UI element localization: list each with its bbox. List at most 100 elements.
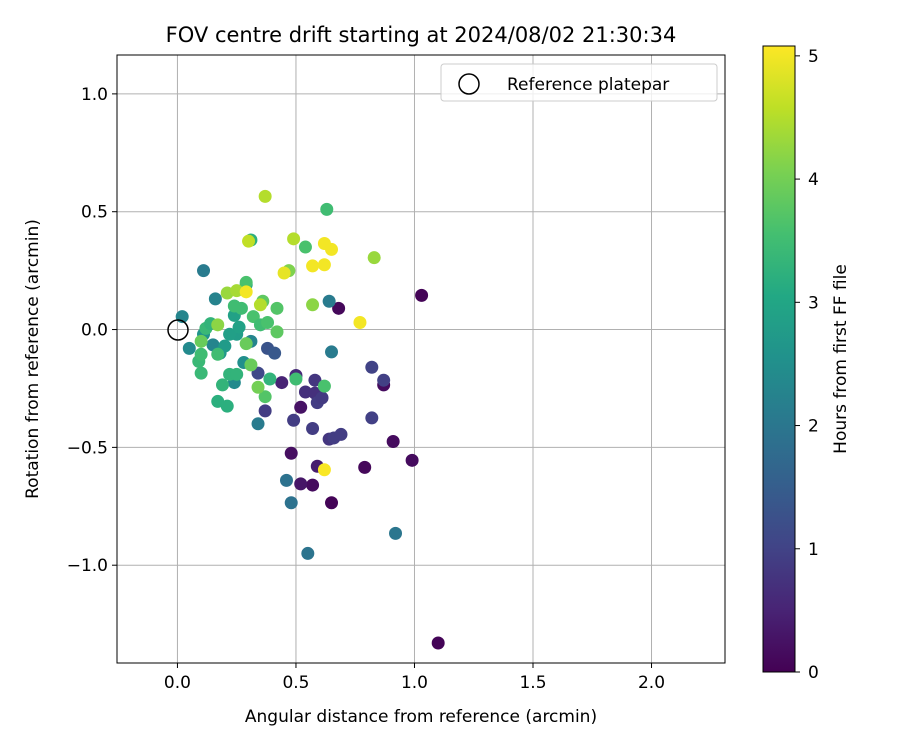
scatter-point: [263, 372, 277, 386]
scatter-point: [325, 345, 339, 359]
scatter-point: [208, 292, 222, 306]
colorbar-tick-label: 3: [808, 293, 819, 313]
scatter-point: [306, 478, 320, 492]
scatter-point: [431, 636, 445, 650]
scatter-point: [220, 399, 234, 413]
scatter-point: [317, 463, 331, 477]
legend-label: Reference platepar: [507, 75, 669, 95]
chart-title: FOV centre drift starting at 2024/08/02 …: [166, 23, 677, 47]
scatter-point: [284, 496, 298, 510]
scatter-point: [261, 315, 275, 329]
scatter-point: [415, 288, 429, 302]
colorbar-tick-label: 5: [808, 47, 819, 67]
scatter-point: [258, 404, 272, 418]
plot-frame: [116, 54, 726, 664]
x-axis-label: Angular distance from reference (arcmin): [245, 707, 597, 727]
scatter-point: [365, 360, 379, 374]
scatter-point: [258, 390, 272, 404]
scatter-point: [289, 372, 303, 386]
scatter-point: [232, 320, 246, 334]
scatter-point: [322, 294, 336, 308]
scatter-point: [389, 526, 403, 540]
scatter-point: [253, 298, 267, 312]
scatter-point: [270, 325, 284, 339]
scatter-point: [308, 373, 322, 387]
scatter-point: [325, 496, 339, 510]
y-tick-label: 1.0: [81, 85, 108, 105]
data-points: [175, 189, 445, 650]
scatter-point: [197, 264, 211, 278]
y-tick-label: −0.5: [67, 438, 108, 458]
scatter-point: [306, 259, 320, 273]
colorbar: 0 1 2 3 4 5 Hours from first FF file: [762, 45, 851, 683]
scatter-point: [287, 232, 301, 246]
scatter-point: [353, 315, 367, 329]
scatter-point: [377, 373, 391, 387]
colorbar-tick-label: 0: [808, 663, 819, 683]
colorbar-tick-label: 1: [808, 540, 819, 560]
scatter-point: [211, 318, 225, 332]
scatter-point: [239, 285, 253, 299]
scatter-point: [258, 189, 272, 203]
scatter-point: [358, 460, 372, 474]
legend-marker: [458, 73, 480, 95]
scatter-point: [298, 385, 312, 399]
scatter-point: [306, 298, 320, 312]
x-axis-ticks: 0.0 0.5 1.0 1.5 2.0: [164, 663, 665, 693]
scatter-point: [294, 477, 308, 491]
x-tick-label: 1.0: [401, 673, 428, 693]
scatter-point: [317, 258, 331, 272]
scatter-point: [298, 240, 312, 254]
scatter-point: [230, 367, 244, 381]
scatter-point: [301, 546, 315, 560]
scatter-point: [405, 453, 419, 467]
scatter-point: [306, 422, 320, 436]
scatter-point: [325, 242, 339, 256]
colorbar-label: Hours from first FF file: [831, 264, 851, 454]
scatter-point: [242, 234, 256, 248]
scatter-point: [277, 266, 291, 280]
scatter-point: [320, 202, 334, 216]
scatter-point: [334, 427, 348, 441]
scatter-point: [239, 275, 253, 289]
grid: [117, 55, 725, 663]
y-tick-label: 0.0: [81, 321, 108, 341]
scatter-point: [251, 417, 265, 431]
scatter-point: [194, 347, 208, 361]
y-tick-label: 0.5: [81, 203, 108, 223]
scatter-point: [215, 378, 229, 392]
colorbar-ticks: 0 1 2 3 4 5: [795, 47, 819, 683]
x-tick-label: 2.0: [638, 673, 665, 693]
scatter-point: [317, 379, 331, 393]
x-tick-label: 0.0: [164, 673, 191, 693]
scatter-point: [287, 413, 301, 427]
colorbar-tick-label: 2: [808, 417, 819, 437]
scatter-point: [268, 346, 282, 360]
colorbar-tick-label: 4: [808, 170, 819, 190]
y-axis-label: Rotation from reference (arcmin): [23, 219, 43, 499]
scatter-point: [244, 358, 258, 372]
reference-marker: [167, 319, 189, 341]
scatter-point: [332, 301, 346, 315]
x-tick-label: 1.5: [519, 673, 546, 693]
scatter-point: [239, 337, 253, 351]
scatter-point: [386, 434, 400, 448]
scatter-point: [270, 301, 284, 315]
scatter-point: [367, 251, 381, 265]
scatter-point: [365, 411, 379, 425]
scatter-point: [251, 380, 265, 394]
scatter-point: [234, 301, 248, 315]
scatter-point: [230, 284, 244, 298]
legend: Reference platepar: [440, 63, 718, 102]
scatter-point: [194, 366, 208, 380]
scatter-point: [294, 400, 308, 414]
scatter-point: [194, 334, 208, 348]
scatter-point: [279, 473, 293, 487]
scatter-point: [223, 327, 237, 341]
scatter-point: [182, 341, 196, 355]
y-axis-ticks: −1.0 −0.5 0.0 0.5 1.0: [67, 85, 117, 576]
y-tick-label: −1.0: [67, 556, 108, 576]
scatter-point: [315, 391, 329, 405]
scatter-point: [275, 376, 289, 390]
